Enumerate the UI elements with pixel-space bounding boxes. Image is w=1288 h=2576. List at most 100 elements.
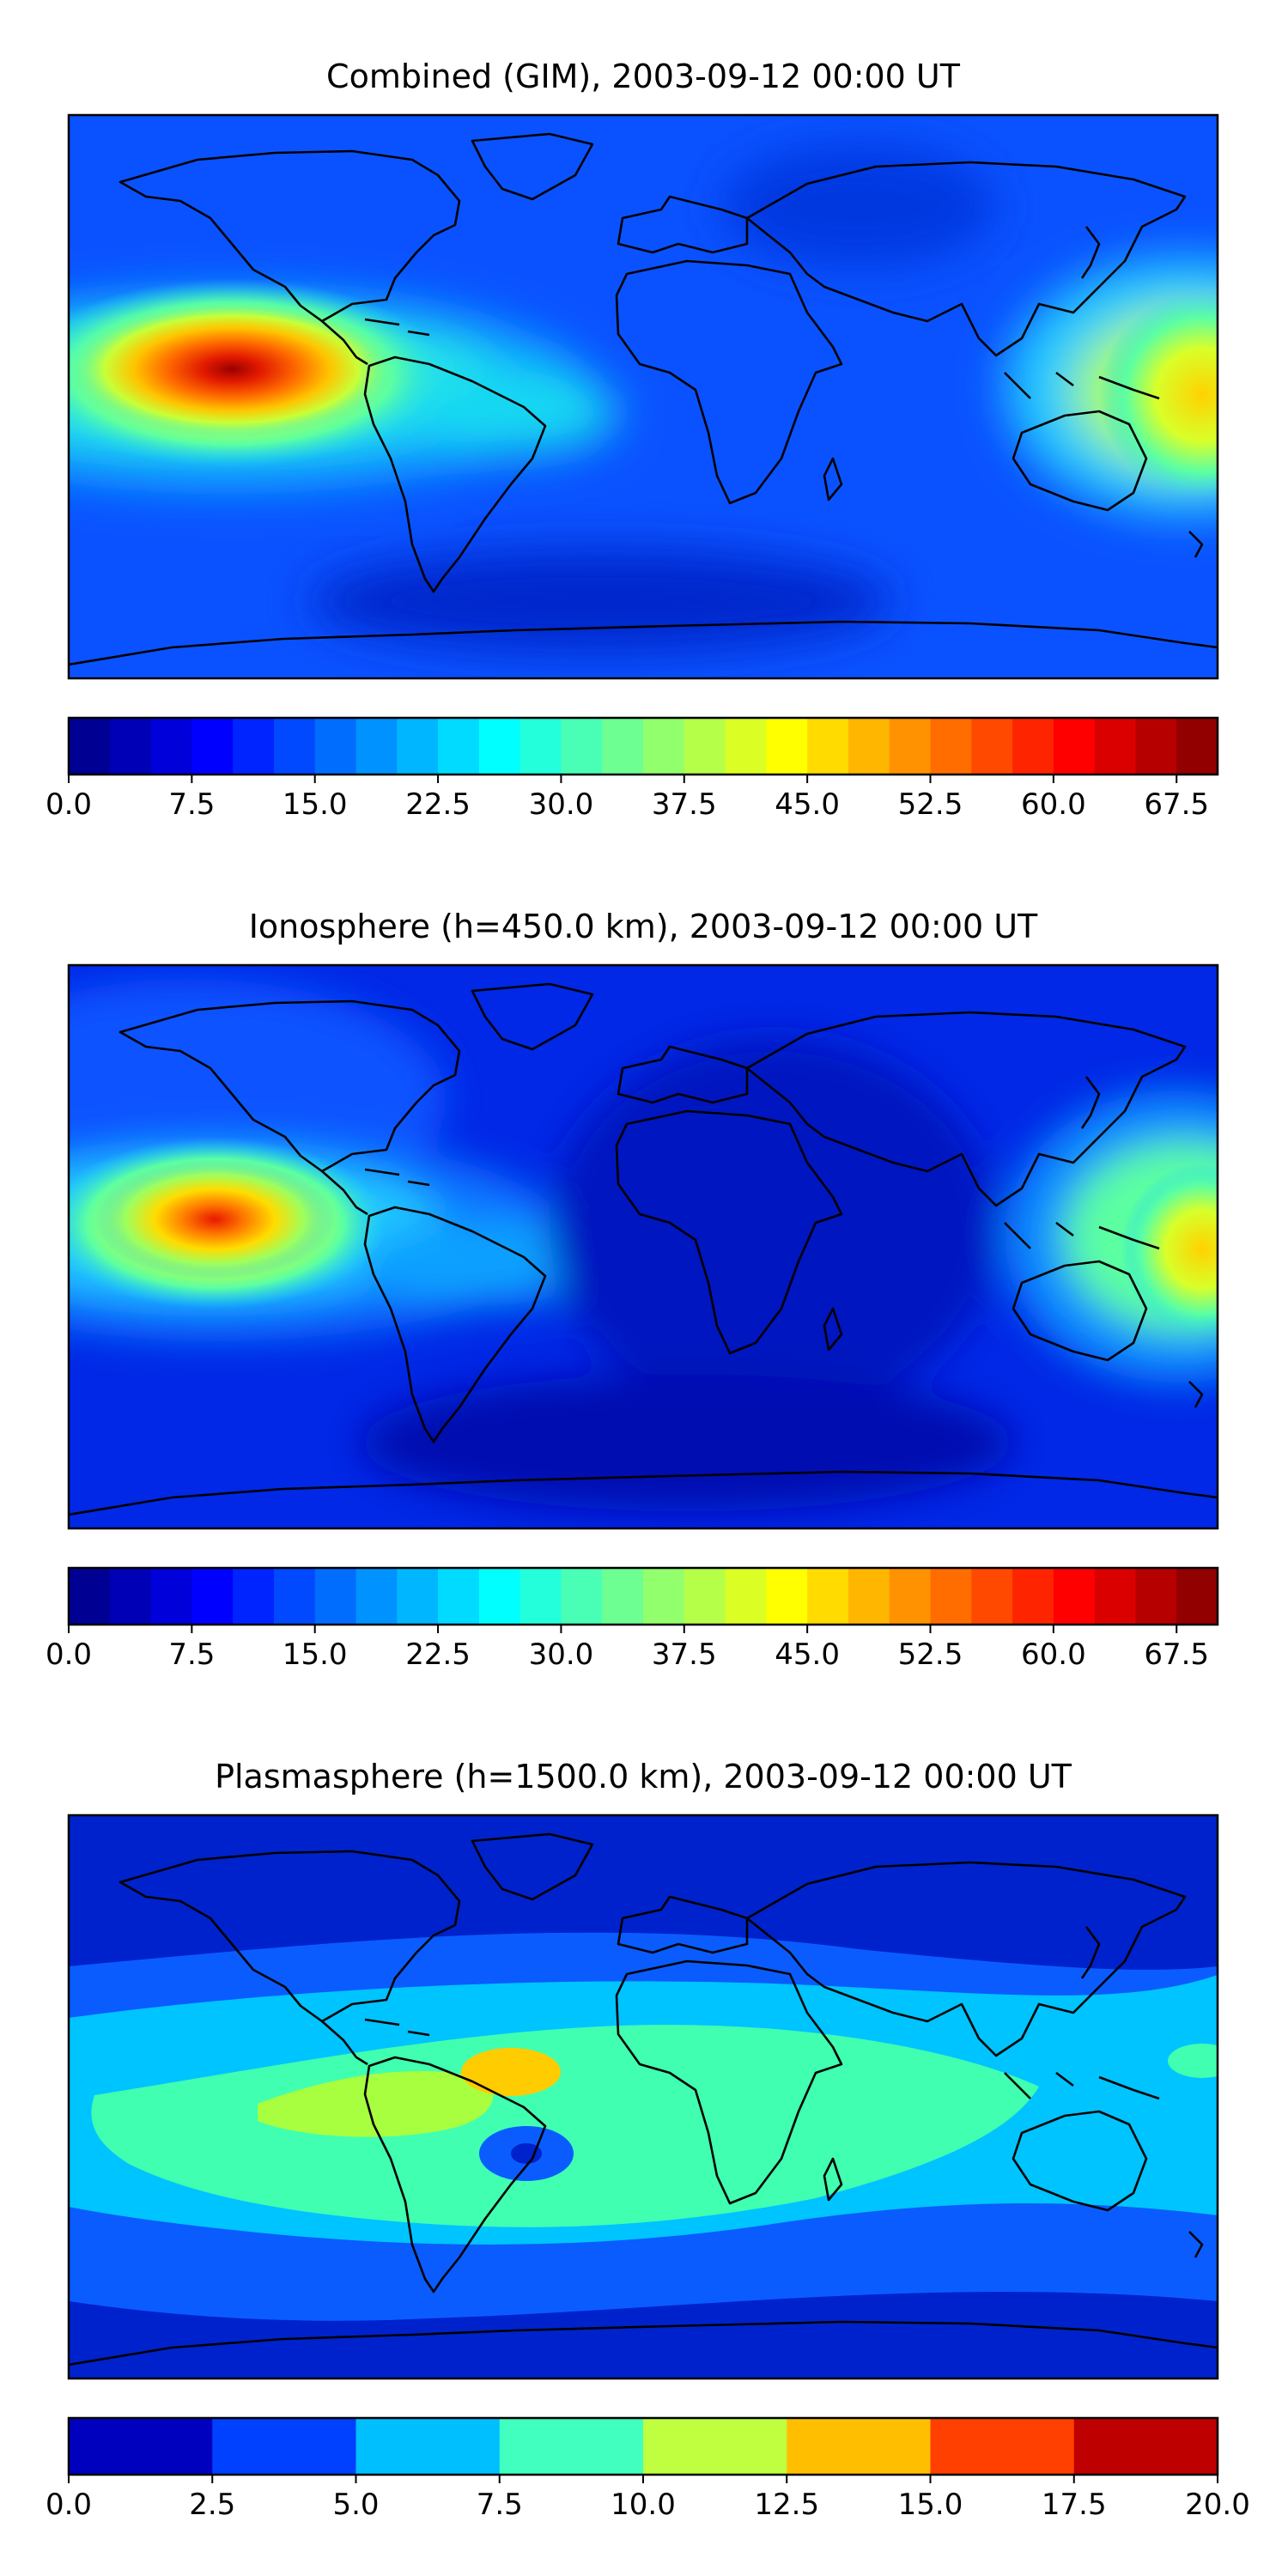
colorbar-swatch [930,718,972,775]
colorbar-tick-label: 15.0 [898,2488,963,2522]
colorbar-tick-label: 20.0 [1185,2488,1250,2522]
colorbar-swatch [1053,1568,1096,1625]
colorbar-swatch [355,1568,398,1625]
colorbar-swatch [766,1568,808,1625]
colorbar-tick-label: 17.5 [1042,2488,1107,2522]
map-frame [67,963,1219,1530]
tec-map [69,115,1218,678]
colorbar-swatch [971,718,1013,775]
colorbar-tick-label: 0.0 [46,787,92,822]
colorbar-swatch [478,1568,521,1625]
map-frame [67,113,1219,680]
colorbar-swatch [848,1568,890,1625]
panel-combined: Combined (GIM), 2003-09-12 00:00 UT 0.0 7… [46,58,1219,822]
colorbar-swatch [273,718,316,775]
colorbar-swatch [355,718,398,775]
colorbar-swatch [725,718,767,775]
colorbar-tick-label: 45.0 [775,1637,840,1672]
colorbar-swatch [1012,718,1054,775]
colorbar-swatch [889,1568,932,1625]
panel-ionosphere: Ionosphere (h=450.0 km), 2003-09-12 00:0… [46,908,1219,1672]
colorbar: 0.0 2.5 5.0 7.5 10.0 12.5 15.0 17.5 20.0 [46,2416,1250,2522]
colorbar-swatch [273,1568,316,1625]
colorbar-tick-label: 37.5 [652,1637,717,1672]
colorbar-tick-label: 2.5 [189,2488,235,2522]
colorbar-swatch [1012,1568,1054,1625]
colorbar-swatch [69,1568,111,1625]
colorbar-tick-label: 30.0 [529,1637,594,1672]
colorbar-swatch [397,1568,439,1625]
colorbar-tick-label: 7.5 [168,787,215,822]
colorbar: 0.0 7.5 15.0 22.5 30.0 37.5 45.0 52.5 60.0 67.5 [46,1566,1219,1672]
colorbar-swatch [1176,718,1218,775]
colorbar-swatch [314,1568,357,1625]
colorbar-swatch [69,718,111,775]
colorbar-swatch [807,718,849,775]
colorbar-swatch [889,718,932,775]
colorbar-swatch [233,1568,275,1625]
colorbar-swatch [807,1568,849,1625]
colorbar-swatch [150,1568,192,1625]
colorbar-swatch [1094,718,1137,775]
colorbar-swatch [683,1568,726,1625]
colorbar-swatch [438,1568,480,1625]
colorbar-swatch [499,2418,644,2475]
colorbar-swatch [355,2418,501,2475]
colorbar-tick-label: 0.0 [46,2488,92,2522]
colorbar-swatch [930,2418,1075,2475]
colorbar-swatch [1135,718,1177,775]
colorbar-tick-label: 30.0 [529,787,594,822]
colorbar-tick-label: 52.5 [898,1637,963,1672]
colorbar-swatch [643,1568,685,1625]
colorbar-tick-label: 15.0 [283,1637,348,1672]
colorbar-swatch [602,1568,644,1625]
colorbar: 0.0 7.5 15.0 22.5 30.0 37.5 45.0 52.5 60.0 67.5 [46,716,1219,822]
colorbar-tick-label: 60.0 [1021,1637,1086,1672]
tec-map [69,965,1218,1528]
colorbar-swatch [602,718,644,775]
colorbar-swatch [212,2418,357,2475]
colorbar-swatch [1053,718,1096,775]
colorbar-swatch [643,718,685,775]
colorbar-swatch [848,718,890,775]
panel-title: Ionosphere (h=450.0 km), 2003-09-12 00:0… [249,908,1038,945]
colorbar-tick-label: 15.0 [283,787,348,822]
colorbar-swatch [191,718,234,775]
colorbar-swatch [1135,1568,1177,1625]
colorbar-swatch [69,2418,213,2475]
colorbar-swatch [725,1568,767,1625]
colorbar-swatch [519,718,562,775]
colorbar-tick-label: 67.5 [1144,1637,1209,1672]
colorbar-swatch [478,718,521,775]
colorbar-tick-label: 22.5 [405,787,471,822]
colorbar-swatch [561,718,603,775]
colorbar-tick-label: 60.0 [1021,787,1086,822]
map-frame [67,1814,1219,2380]
colorbar-swatch [191,1568,234,1625]
colorbar-swatch [766,718,808,775]
colorbar-swatch [683,718,726,775]
colorbar-tick-label: 0.0 [46,1637,92,1672]
colorbar-swatch [930,1568,972,1625]
colorbar-swatch [233,718,275,775]
colorbar-tick-label: 10.0 [611,2488,676,2522]
colorbar-tick-label: 67.5 [1144,787,1209,822]
colorbar-swatch [787,2418,932,2475]
colorbar-tick-label: 52.5 [898,787,963,822]
colorbar-swatch [1073,2418,1218,2475]
colorbar-swatch [1094,1568,1137,1625]
colorbar-swatch [561,1568,603,1625]
colorbar-tick-label: 7.5 [168,1637,215,1672]
colorbar-swatch [519,1568,562,1625]
colorbar-tick-label: 12.5 [754,2488,819,2522]
panel-title: Plasmasphere (h=1500.0 km), 2003-09-12 0… [215,1758,1072,1795]
colorbar-swatch [109,718,152,775]
panel-plasmasphere: Plasmasphere (h=1500.0 km), 2003-09-12 0… [46,1758,1250,2522]
panel-title: Combined (GIM), 2003-09-12 00:00 UT [326,58,961,95]
colorbar-swatch [438,718,480,775]
colorbar-tick-label: 5.0 [332,2488,379,2522]
colorbar-swatch [643,2418,787,2475]
colorbar-tick-label: 45.0 [775,787,840,822]
colorbar-tick-label: 7.5 [477,2488,523,2522]
